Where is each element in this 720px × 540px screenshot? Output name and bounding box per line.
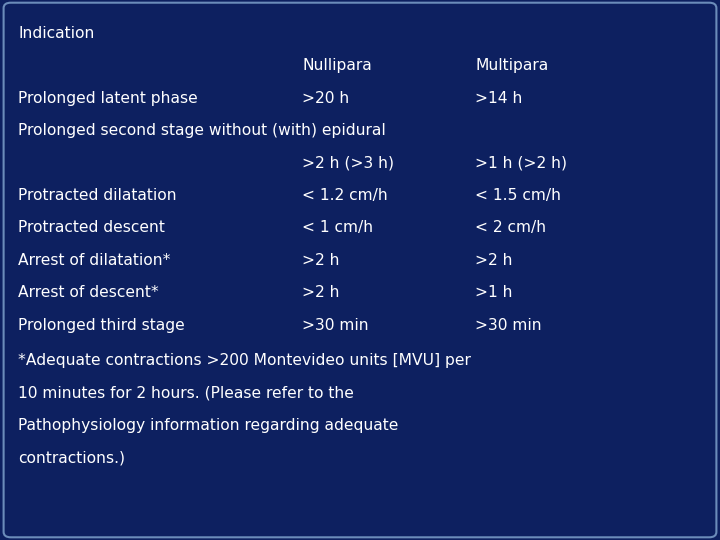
Text: >1 h (>2 h): >1 h (>2 h) xyxy=(475,156,567,171)
Text: Prolonged second stage without (with) epidural: Prolonged second stage without (with) ep… xyxy=(18,123,386,138)
Text: Indication: Indication xyxy=(18,26,94,41)
Text: >14 h: >14 h xyxy=(475,91,523,106)
Text: Multipara: Multipara xyxy=(475,58,549,73)
Text: >30 min: >30 min xyxy=(475,318,542,333)
FancyBboxPatch shape xyxy=(4,3,716,537)
Text: Prolonged latent phase: Prolonged latent phase xyxy=(18,91,198,106)
Text: < 2 cm/h: < 2 cm/h xyxy=(475,220,546,235)
Text: *Adequate contractions >200 Montevideo units [MVU] per: *Adequate contractions >200 Montevideo u… xyxy=(18,353,471,368)
Text: 10 minutes for 2 hours. (Please refer to the: 10 minutes for 2 hours. (Please refer to… xyxy=(18,386,354,401)
Text: >30 min: >30 min xyxy=(302,318,369,333)
Text: >2 h: >2 h xyxy=(302,285,340,300)
Text: Protracted dilatation: Protracted dilatation xyxy=(18,188,176,203)
Text: < 1 cm/h: < 1 cm/h xyxy=(302,220,374,235)
Text: < 1.2 cm/h: < 1.2 cm/h xyxy=(302,188,388,203)
Text: >20 h: >20 h xyxy=(302,91,350,106)
Text: Pathophysiology information regarding adequate: Pathophysiology information regarding ad… xyxy=(18,418,398,433)
Text: Protracted descent: Protracted descent xyxy=(18,220,165,235)
Text: < 1.5 cm/h: < 1.5 cm/h xyxy=(475,188,561,203)
Text: >2 h: >2 h xyxy=(475,253,513,268)
Text: >2 h: >2 h xyxy=(302,253,340,268)
Text: >2 h (>3 h): >2 h (>3 h) xyxy=(302,156,395,171)
Text: Nullipara: Nullipara xyxy=(302,58,372,73)
Text: >1 h: >1 h xyxy=(475,285,513,300)
Text: Arrest of descent*: Arrest of descent* xyxy=(18,285,158,300)
Text: Arrest of dilatation*: Arrest of dilatation* xyxy=(18,253,171,268)
Text: Prolonged third stage: Prolonged third stage xyxy=(18,318,185,333)
Text: contractions.): contractions.) xyxy=(18,450,125,465)
